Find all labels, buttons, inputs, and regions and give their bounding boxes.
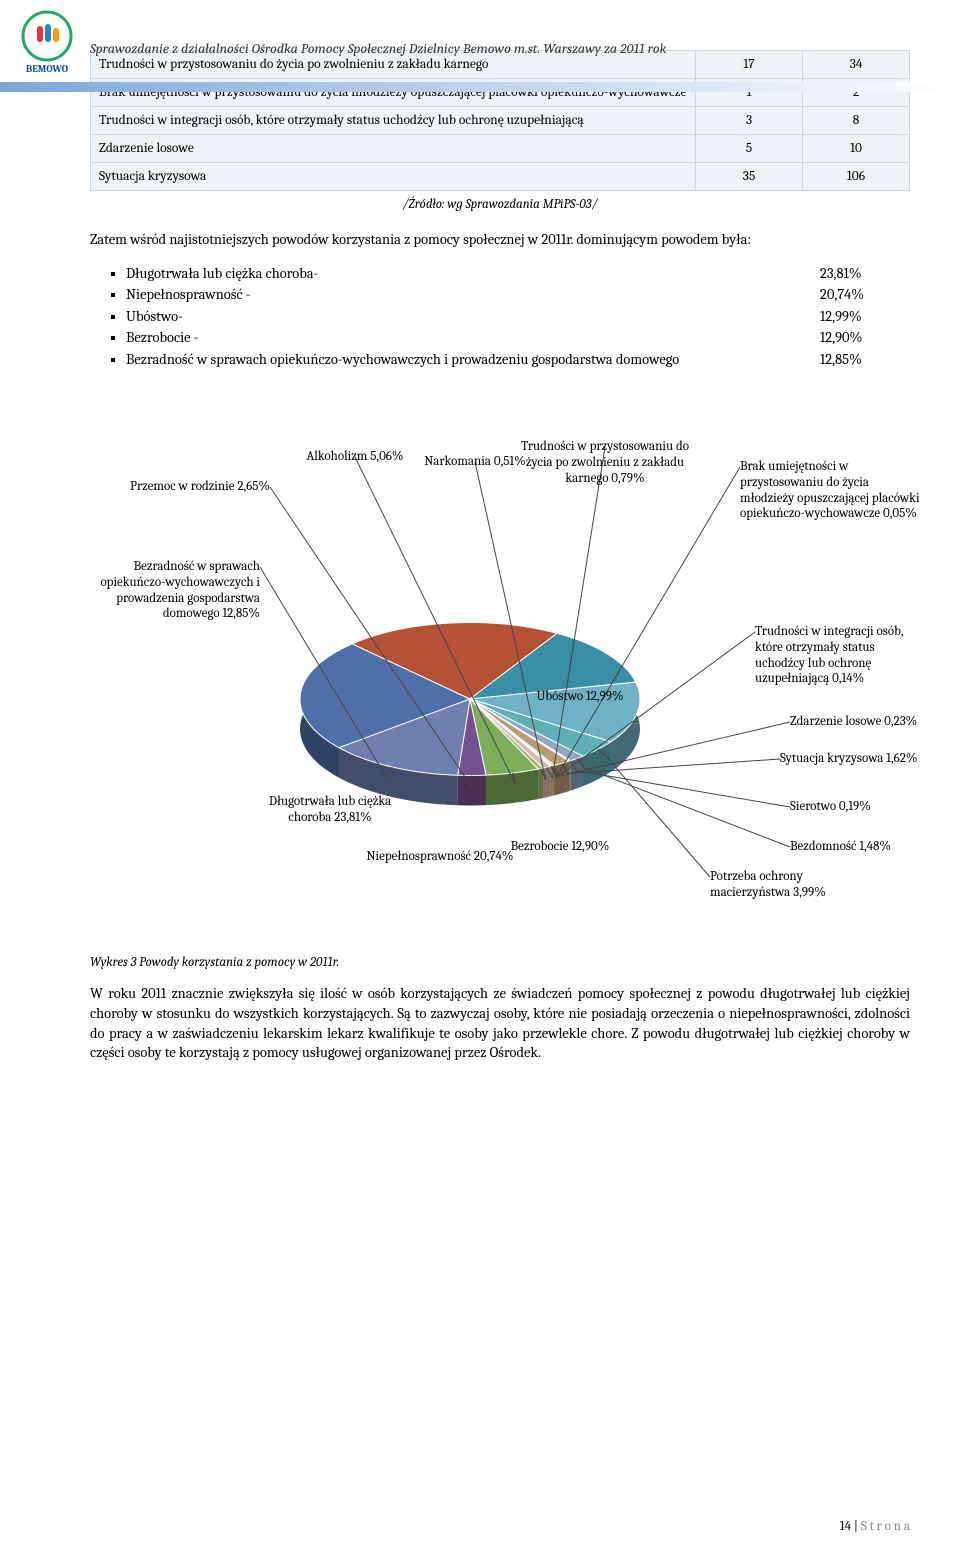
table-cell-b: 10 <box>803 135 910 163</box>
page-word: S t r o n a <box>861 1519 910 1534</box>
pie-slice-label: Ubóstwo 12,99% <box>530 689 630 705</box>
pie-slice-label: Narkomania 0,51% <box>420 454 530 470</box>
list-item: Ubóstwo- 12,99% <box>126 307 910 327</box>
reasons-table: Trudności w przystosowaniu do życia po z… <box>90 50 910 191</box>
page-footer: 14 | S t r o n a <box>840 1519 910 1534</box>
table-cell-label: Zdarzenie losowe <box>91 135 696 163</box>
pie-slice-label: Przemoc w rodzinie 2,65% <box>130 479 270 495</box>
table-source: /Źródło: wg Sprawozdania MPiPS-03/ <box>90 197 910 212</box>
pie-slice-label: Sierotwo 0,19% <box>790 799 910 815</box>
list-item: Długotrwała lub ciężka choroba- 23,81% <box>126 264 910 284</box>
header-gradient <box>0 82 960 92</box>
table-cell-a: 5 <box>696 135 803 163</box>
table-cell-label: Trudności w integracji osób, które otrzy… <box>91 107 696 135</box>
pie-slice-label: Bezrobocie 12,90% <box>500 839 620 855</box>
chart-caption: Wykres 3 Powody korzystania z pomocy w 2… <box>90 955 910 970</box>
pie-slice-label: Długotrwała lub ciężka choroba 23,81% <box>250 794 410 825</box>
table-cell-b: 8 <box>803 107 910 135</box>
pie-slice-label: Trudności w integracji osób, które otrzy… <box>755 624 925 686</box>
logo: BEMOWO <box>12 8 82 78</box>
header-title: Sprawozdanie z działalności Ośrodka Pomo… <box>90 40 666 57</box>
pie-slice-label: Bezdomność 1,48% <box>790 839 910 855</box>
bullet-list: Długotrwała lub ciężka choroba- 23,81%Ni… <box>126 264 910 370</box>
pie-slice-label: Potrzeba ochrony macierzyństwa 3,99% <box>710 869 870 900</box>
table-cell-b: 106 <box>803 163 910 191</box>
page-number: 14 <box>840 1519 851 1534</box>
table-cell-label: Sytuacja kryzysowa <box>91 163 696 191</box>
pie-slice-label: Zdarzenie losowe 0,23% <box>790 714 930 730</box>
pie-slice-label: Sytuacja kryzysowa 1,62% <box>780 751 920 767</box>
pie-slice-label: Bezradność w sprawach opiekuńczo-wychowa… <box>90 559 260 621</box>
intro-paragraph: Zatem wśród najistotniejszych powodów ko… <box>90 230 910 250</box>
list-item: Bezradność w sprawach opiekuńczo-wychowa… <box>126 350 910 370</box>
svg-text:BEMOWO: BEMOWO <box>26 63 69 75</box>
pie-slice-label: Alkoholizm 5,06% <box>300 449 410 465</box>
pie-chart: Długotrwała lub ciężka choroba 23,81% Nie… <box>90 399 910 919</box>
table-cell-a: 17 <box>696 51 803 79</box>
table-cell-a: 3 <box>696 107 803 135</box>
table-cell-a: 35 <box>696 163 803 191</box>
table-cell-b: 34 <box>803 51 910 79</box>
pie-slice-label: Trudności w przystosowaniu do życia po z… <box>520 439 690 486</box>
list-item: Bezrobocie - 12,90% <box>126 328 910 348</box>
list-item: Niepełnosprawność - 20,74% <box>126 285 910 305</box>
pie-slice-label: Niepełnosprawność 20,74% <box>360 849 520 865</box>
pie-slice-label: Brak umiejętności w przystosowaniu do ży… <box>740 459 920 521</box>
body-paragraph: W roku 2011 znacznie zwiększyła się iloś… <box>90 984 910 1062</box>
